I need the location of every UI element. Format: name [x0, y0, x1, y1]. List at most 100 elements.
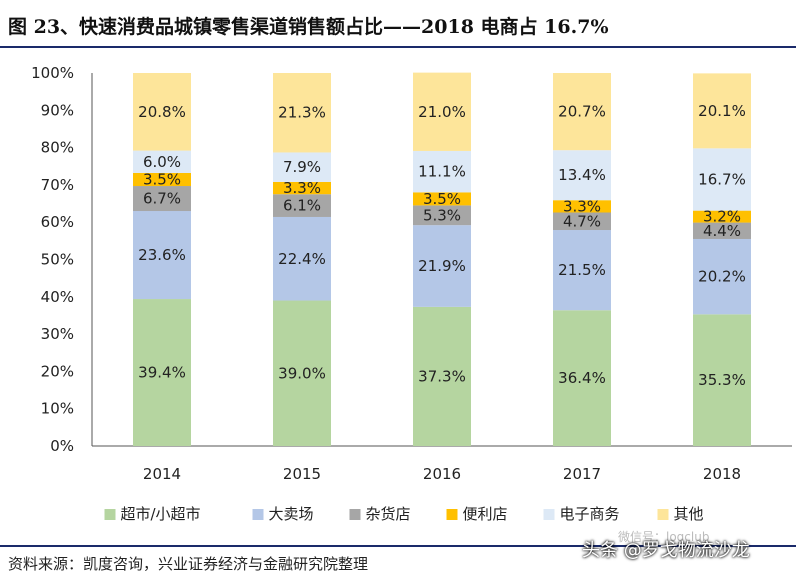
- data-label: 22.4%: [278, 250, 326, 268]
- chart-legend: 超市/小超市 大卖场 杂货店 便利店 电子商务 其他: [104, 505, 704, 523]
- chart-data-labels: 39.4%23.6%6.7%3.5%6.0%20.8%39.0%22.4%6.1…: [138, 102, 746, 389]
- y-tick-label: 40%: [41, 288, 74, 306]
- x-tick-label: 2018: [703, 465, 741, 483]
- legend-swatch: [104, 509, 116, 520]
- bar-segment: [273, 73, 331, 153]
- legend-swatch: [349, 509, 361, 520]
- data-label: 21.9%: [418, 257, 466, 275]
- stacked-bar-chart: 0% 10% 20% 30% 40% 50% 60% 70% 80% 90% 100% 2014 201…: [31, 64, 792, 523]
- data-label: 4.7%: [563, 212, 601, 230]
- data-label: 7.9%: [283, 158, 321, 176]
- legend-swatch: [657, 509, 669, 520]
- data-label: 3.5%: [423, 190, 461, 208]
- data-label: 6.7%: [143, 190, 181, 208]
- bar-segment: [133, 299, 191, 446]
- bar-segment: [413, 150, 471, 193]
- bar-segment: [273, 216, 331, 301]
- legend-label: 便利店: [463, 505, 508, 523]
- bar-segment: [553, 73, 611, 151]
- bar-segment: [693, 148, 751, 211]
- bar-segment: [553, 310, 611, 446]
- data-label: 37.3%: [418, 367, 466, 385]
- legend-swatch: [446, 509, 458, 520]
- data-label: 21.0%: [418, 103, 466, 121]
- bar-segment: [133, 186, 191, 212]
- x-tick-label: 2017: [563, 465, 601, 483]
- y-tick-label: 0%: [50, 437, 74, 455]
- chart-axes: 0% 10% 20% 30% 40% 50% 60% 70% 80% 90% 100% 2014 201…: [31, 64, 792, 483]
- bar-segment: [413, 72, 471, 151]
- data-label: 11.1%: [418, 163, 466, 181]
- y-tick-label: 90%: [41, 101, 74, 119]
- data-label: 3.3%: [563, 197, 601, 215]
- bar-segment: [413, 306, 471, 446]
- data-label: 20.8%: [138, 103, 186, 121]
- legend-label: 大卖场: [269, 505, 314, 523]
- x-tick-label: 2015: [283, 465, 321, 483]
- watermark: 头条 @罗戈物流沙龙: [582, 540, 750, 561]
- x-tick-label: 2014: [143, 465, 181, 483]
- source-note: 资料来源：凯度咨询，兴业证券经济与金融研究院整理: [8, 555, 369, 573]
- y-tick-label: 100%: [31, 64, 74, 82]
- data-label: 3.3%: [283, 179, 321, 197]
- data-label: 3.5%: [143, 170, 181, 188]
- data-label: 20.1%: [698, 102, 746, 120]
- bar-segment: [693, 222, 751, 239]
- data-label: 5.3%: [423, 206, 461, 224]
- y-tick-label: 10%: [41, 400, 74, 418]
- legend-label: 杂货店: [366, 505, 411, 523]
- data-label: 3.2%: [703, 208, 741, 226]
- bar-segment: [413, 192, 471, 206]
- bar-segment: [273, 152, 331, 182]
- legend-label: 超市/小超市: [121, 505, 201, 523]
- data-label: 39.4%: [138, 364, 186, 382]
- data-label: 13.4%: [558, 166, 606, 184]
- bar-segment: [273, 300, 331, 446]
- y-tick-label: 50%: [41, 251, 74, 269]
- data-label: 6.1%: [283, 197, 321, 215]
- bar-segment: [273, 181, 331, 195]
- data-label: 4.4%: [703, 222, 741, 240]
- data-label: 21.3%: [278, 104, 326, 122]
- bar-segment: [693, 210, 751, 223]
- bar-segment: [553, 212, 611, 231]
- data-label: 23.6%: [138, 246, 186, 264]
- source-divider: [0, 545, 796, 547]
- legend-swatch: [252, 509, 264, 520]
- y-tick-label: 70%: [41, 176, 74, 194]
- data-label: 20.7%: [558, 103, 606, 121]
- bar-segment: [133, 211, 191, 300]
- data-label: 21.5%: [558, 261, 606, 279]
- y-tick-label: 20%: [41, 362, 74, 380]
- bar-segment: [133, 150, 191, 173]
- legend-label: 其他: [674, 505, 704, 523]
- bar-segment: [553, 200, 611, 213]
- bar-segment: [693, 314, 751, 446]
- bar-segment: [413, 225, 471, 307]
- legend-label: 电子商务: [560, 505, 620, 523]
- bar-segment: [133, 172, 191, 187]
- chart-title: 图 23、快速消费品城镇零售渠道销售额占比——2018 电商占 16.7%: [8, 16, 609, 38]
- bar-segment: [693, 73, 751, 149]
- legend-swatch: [543, 509, 555, 520]
- bar-segment: [693, 238, 751, 315]
- watermark-subtext: 微信号：logclub: [618, 530, 710, 544]
- y-tick-label: 60%: [41, 213, 74, 231]
- data-label: 6.0%: [143, 153, 181, 171]
- bar-segment: [133, 73, 191, 151]
- bar-segment: [553, 150, 611, 201]
- title-divider: [0, 46, 796, 48]
- bar-segment: [413, 205, 471, 226]
- data-label: 36.4%: [558, 369, 606, 387]
- bar-segment: [273, 194, 331, 217]
- y-tick-label: 30%: [41, 325, 74, 343]
- chart-bars: [133, 72, 751, 446]
- data-label: 16.7%: [698, 170, 746, 188]
- data-label: 20.2%: [698, 268, 746, 286]
- title-bar: 图 23、快速消费品城镇零售渠道销售额占比——2018 电商占 16.7%: [0, 0, 796, 48]
- y-tick-label: 80%: [41, 139, 74, 157]
- data-label: 35.3%: [698, 371, 746, 389]
- bar-segment: [553, 230, 611, 311]
- x-tick-label: 2016: [423, 465, 461, 483]
- data-label: 39.0%: [278, 364, 326, 382]
